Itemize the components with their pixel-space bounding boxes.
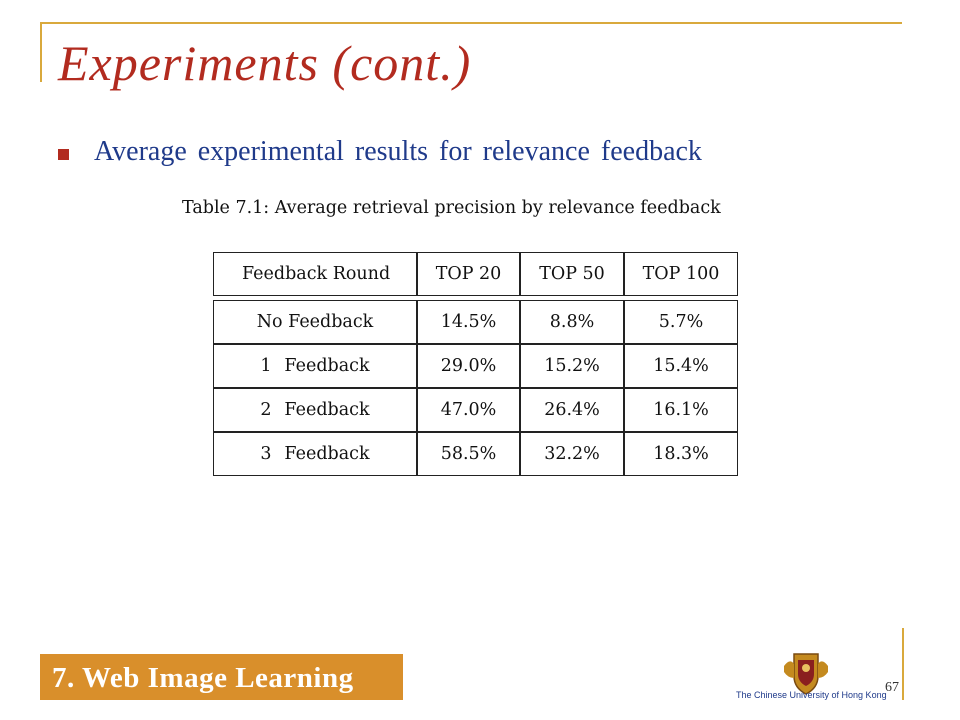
footer-section-title: 7. Web Image Learning bbox=[52, 662, 354, 694]
cell-top20: 29.0% bbox=[417, 344, 520, 388]
bullet-square-icon bbox=[58, 148, 69, 160]
frame-left-line bbox=[40, 22, 42, 82]
table-header-row: Feedback Round TOP 20 TOP 50 TOP 100 bbox=[213, 252, 738, 296]
row-label-number: 1 bbox=[260, 356, 272, 376]
cell-top20: 47.0% bbox=[417, 388, 520, 432]
cell-top100: 16.1% bbox=[624, 388, 738, 432]
cell-top50: 26.4% bbox=[520, 388, 624, 432]
header-top50: TOP 50 bbox=[520, 252, 624, 296]
slide-title: Experiments (cont.) bbox=[58, 35, 472, 91]
row-label-number: 2 bbox=[260, 400, 272, 420]
frame-top-line bbox=[40, 22, 902, 24]
frame-right-line bbox=[902, 628, 904, 700]
bullet-text: Average experimental results for relevan… bbox=[94, 136, 702, 167]
cell-top50: 8.8% bbox=[520, 300, 624, 344]
header-top100: TOP 100 bbox=[624, 252, 738, 296]
row-label: 2 Feedback bbox=[213, 388, 417, 432]
page-number: 67 bbox=[885, 680, 899, 695]
row-label-text: Feedback bbox=[284, 400, 370, 420]
row-label-number: 3 bbox=[260, 444, 272, 464]
table-caption: Table 7.1: Average retrieval precision b… bbox=[182, 198, 721, 218]
row-label: 3 Feedback bbox=[213, 432, 417, 476]
cell-top100: 15.4% bbox=[624, 344, 738, 388]
table-row: 3 Feedback 58.5% 32.2% 18.3% bbox=[213, 432, 738, 476]
table-row: No Feedback 14.5% 8.8% 5.7% bbox=[213, 300, 738, 344]
row-label: No Feedback bbox=[213, 300, 417, 344]
table-row: 1 Feedback 29.0% 15.2% 15.4% bbox=[213, 344, 738, 388]
cell-top100: 18.3% bbox=[624, 432, 738, 476]
row-label-text: Feedback bbox=[284, 356, 370, 376]
cell-top20: 14.5% bbox=[417, 300, 520, 344]
cell-top50: 15.2% bbox=[520, 344, 624, 388]
results-table: Feedback Round TOP 20 TOP 50 TOP 100 No … bbox=[213, 252, 738, 476]
cell-top50: 32.2% bbox=[520, 432, 624, 476]
university-name: The Chinese University of Hong Kong bbox=[736, 690, 887, 700]
footer-section-box bbox=[40, 654, 403, 700]
university-crest-icon bbox=[784, 653, 828, 695]
bullet-item: Average experimental results for relevan… bbox=[58, 136, 702, 168]
row-label: 1 Feedback bbox=[213, 344, 417, 388]
row-label-text: Feedback bbox=[284, 444, 370, 464]
header-feedback-round: Feedback Round bbox=[213, 252, 417, 296]
cell-top100: 5.7% bbox=[624, 300, 738, 344]
table-row: 2 Feedback 47.0% 26.4% 16.1% bbox=[213, 388, 738, 432]
cell-top20: 58.5% bbox=[417, 432, 520, 476]
header-top20: TOP 20 bbox=[417, 252, 520, 296]
